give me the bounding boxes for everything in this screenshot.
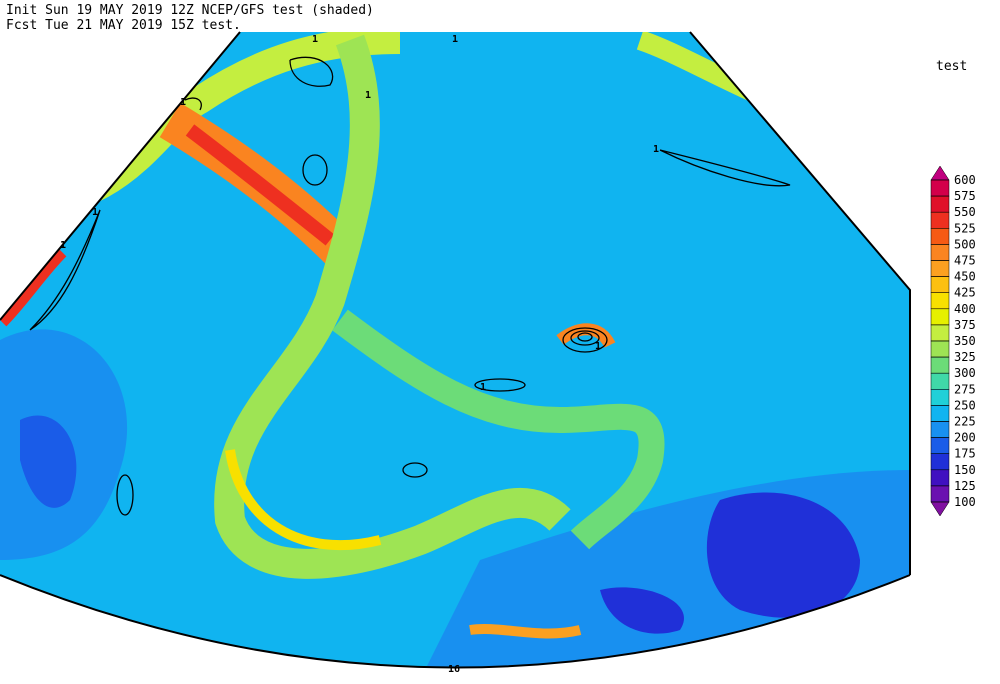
colorbar-label: 350 (954, 334, 976, 348)
colorbar-band (930, 453, 950, 471)
contour-labels: 1 1 1 1 1 1 1 1 1 16 (60, 34, 659, 675)
contour-label: 1 (653, 144, 659, 155)
colorbar-band (930, 211, 950, 229)
colorbar-band (930, 228, 950, 245)
colorbar-label: 575 (954, 189, 976, 203)
colorbar-band (930, 292, 950, 310)
colorbar-band (930, 179, 950, 197)
map (0, 32, 910, 668)
colorbar-label: 200 (954, 431, 976, 445)
colorbar-label: 450 (954, 270, 976, 284)
colorbar-cap (930, 165, 950, 181)
colorbar-band (930, 437, 950, 454)
colorbar-band (930, 356, 950, 374)
colorbar-band (930, 405, 950, 422)
contour-label: 1 (452, 34, 458, 45)
colorbar-band (930, 244, 950, 261)
contour-label: 1 (365, 90, 371, 101)
map-frame (0, 31, 911, 669)
colorbar-label: 550 (954, 205, 976, 219)
contour-label: 16 (448, 664, 460, 675)
colorbar-band (930, 485, 950, 503)
colorbar-band (930, 389, 950, 406)
colorbar-band (930, 372, 950, 390)
colorbar-label: 425 (954, 286, 976, 300)
colorbar-cap (930, 501, 950, 517)
init-line: Init Sun 19 MAY 2019 12Z NCEP/GFS test (… (6, 3, 374, 18)
colorbar-label: 325 (954, 350, 976, 364)
colorbar-label: 400 (954, 302, 976, 316)
colorbar-label: 250 (954, 398, 976, 412)
colorbar-label: 125 (954, 479, 976, 493)
colorbar-band (930, 421, 950, 438)
colorbar-label: 275 (954, 382, 976, 396)
colorbar: 600 575 550 525 500 475 450 425 400 375 350 325 300 2… (930, 165, 976, 517)
colorbar-band (930, 276, 950, 293)
colorbar-band (930, 308, 950, 326)
colorbar-band (930, 324, 950, 342)
colorbar-label: 475 (954, 254, 976, 268)
colorbar-label: 225 (954, 415, 976, 429)
colorbar-label: 150 (954, 463, 976, 477)
colorbar-title: test (936, 59, 967, 74)
colorbar-label: 300 (954, 366, 976, 380)
colorbar-label: 100 (954, 495, 976, 509)
contours (29, 56, 791, 516)
colorbar-label: 600 (954, 173, 976, 187)
contour-label: 1 (180, 97, 186, 108)
colorbar-band (930, 260, 950, 277)
colorbar-band (930, 195, 950, 213)
contour-label: 1 (92, 207, 98, 218)
colorbar-label: 500 (954, 237, 976, 251)
contour-label: 1 (312, 34, 318, 45)
contour-label: 1 (595, 341, 601, 352)
contour-label: 1 (60, 240, 66, 251)
colorbar-band (930, 469, 950, 487)
colorbar-label: 175 (954, 447, 976, 461)
colorbar-label: 375 (954, 318, 976, 332)
colorbar-label: 525 (954, 221, 976, 235)
fcst-line: Fcst Tue 21 MAY 2019 15Z test. (6, 18, 241, 33)
contour-label: 1 (480, 382, 486, 393)
colorbar-band (930, 340, 950, 358)
